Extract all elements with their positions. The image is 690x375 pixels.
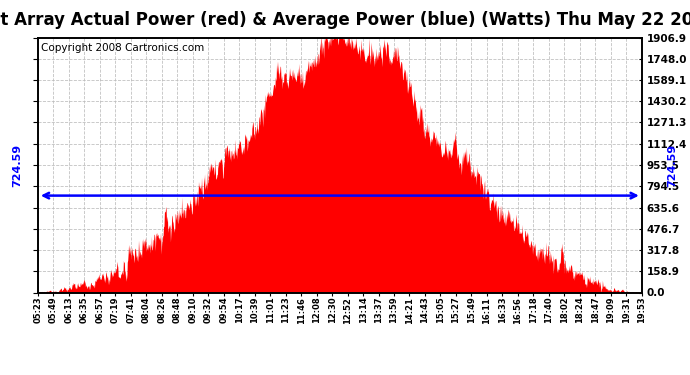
Text: 724.59: 724.59 — [12, 143, 22, 186]
Text: 724.59: 724.59 — [668, 143, 678, 186]
Text: East Array Actual Power (red) & Average Power (blue) (Watts) Thu May 22 20:09: East Array Actual Power (red) & Average … — [0, 11, 690, 29]
Text: Copyright 2008 Cartronics.com: Copyright 2008 Cartronics.com — [41, 43, 204, 52]
